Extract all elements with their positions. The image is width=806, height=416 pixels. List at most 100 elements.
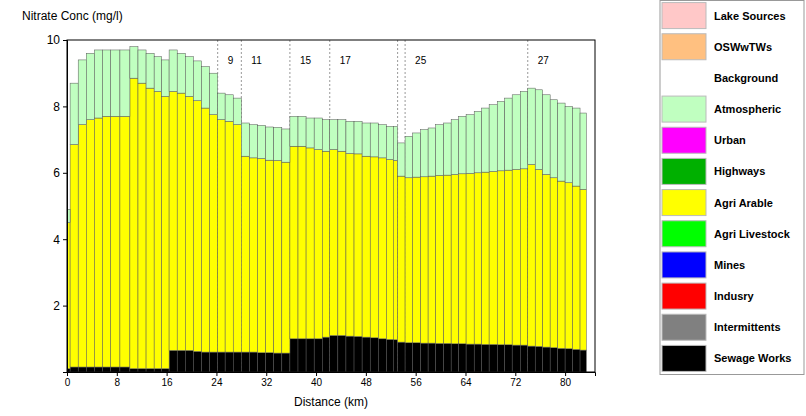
- bar-segment: [520, 91, 527, 168]
- bar-segment: [298, 116, 306, 117]
- bar-segment: [233, 352, 241, 372]
- bar-segment: [505, 98, 512, 99]
- bar-segment: [421, 130, 428, 177]
- bar-segment: [573, 186, 580, 349]
- bar-segment: [436, 175, 444, 343]
- bar-segment: [497, 101, 504, 170]
- legend-box: [660, 1, 804, 375]
- plot-frame: [67, 40, 595, 372]
- tick-mark: [167, 372, 168, 376]
- bar-segment: [482, 172, 489, 344]
- plot-area: [67, 40, 586, 372]
- bar-segment: [138, 49, 146, 50]
- bar-segment: [249, 125, 257, 158]
- bar-segment: [497, 101, 504, 102]
- bar-segment: [428, 128, 435, 176]
- bar-segment: [218, 93, 225, 94]
- bar-segment: [86, 367, 94, 372]
- bar-segment: [249, 124, 257, 125]
- bar-segment: [459, 116, 466, 117]
- bar-segment: [543, 94, 550, 95]
- bar-segment: [362, 123, 370, 156]
- bar-segment: [249, 352, 257, 372]
- bar-segment: [201, 66, 209, 67]
- bar-segment: [497, 171, 504, 345]
- bar-segment: [322, 337, 329, 372]
- bar-segment: [338, 119, 346, 120]
- bar-segment: [580, 113, 586, 114]
- bar-segment: [482, 108, 489, 172]
- bar-segment: [233, 98, 241, 125]
- tick-mark: [63, 239, 67, 240]
- bar-segment: [177, 53, 185, 54]
- bar-segment: [249, 124, 257, 125]
- bar-segment: [436, 124, 444, 125]
- bar-segment: [346, 336, 354, 372]
- bar-segment: [413, 132, 421, 133]
- bar-segment: [338, 120, 346, 152]
- bar-segment: [346, 121, 354, 122]
- legend-swatch: [662, 3, 706, 29]
- tick-mark: [63, 40, 67, 41]
- bar-segment: [322, 119, 329, 120]
- bar-segment: [298, 146, 306, 339]
- bar-segment: [290, 116, 298, 117]
- bar-segment: [162, 59, 169, 60]
- bar-segment: [169, 49, 177, 50]
- bar-segment: [266, 353, 274, 372]
- legend-swatch: [662, 221, 706, 247]
- bar-segment: [444, 123, 451, 124]
- bar-segment: [258, 353, 266, 372]
- tick-label: 40: [311, 377, 323, 388]
- tick: 8: [115, 372, 121, 388]
- bar-segment: [405, 136, 412, 137]
- bar-segment: [185, 56, 193, 57]
- bar-segment: [274, 161, 282, 354]
- bar-segment: [428, 127, 435, 128]
- bar-segment: [177, 53, 185, 93]
- bar-segment: [210, 115, 218, 352]
- legend-label: Agri Arable: [714, 197, 773, 209]
- legend-swatch: [662, 314, 706, 340]
- bar-segment: [428, 127, 435, 128]
- tick-mark: [117, 372, 118, 376]
- bar-segment: [580, 113, 586, 189]
- bar-segment: [78, 59, 86, 60]
- bar-segment: [497, 101, 504, 102]
- bar-segment: [398, 342, 405, 372]
- bar-segment: [386, 126, 393, 127]
- bar-segment: [193, 60, 201, 61]
- x-axis-title: Distance (km): [294, 395, 368, 409]
- bar-segment: [550, 100, 557, 178]
- bar-segment: [370, 123, 378, 124]
- bar-segment: [70, 83, 78, 144]
- bar-segment: [130, 46, 138, 47]
- bar-segment: [162, 96, 169, 368]
- bar-segment: [370, 123, 378, 157]
- bar-segment: [282, 162, 290, 353]
- bar-segment: [233, 125, 241, 352]
- legend-label: Mines: [714, 259, 745, 271]
- bar-segment: [154, 56, 161, 57]
- bar-segment: [130, 78, 138, 369]
- bar-segment: [474, 111, 481, 112]
- bar-segment: [459, 116, 466, 117]
- bar-segment: [550, 178, 557, 348]
- bar-segment: [258, 125, 266, 126]
- bar-segment: [314, 118, 322, 119]
- bar-segment: [120, 367, 130, 372]
- bar-segment: [421, 343, 428, 372]
- tick-label: 4: [53, 233, 60, 247]
- bar-segment: [274, 127, 282, 128]
- legend-swatch: [662, 158, 706, 184]
- bar-segment: [225, 94, 233, 95]
- bar-segment: [169, 50, 177, 92]
- tick: 72: [510, 372, 522, 388]
- bar-segment: [225, 95, 233, 122]
- bar-segment: [70, 367, 78, 372]
- bar-segment: [558, 348, 565, 372]
- annotation-label: 9: [228, 55, 234, 66]
- bar-segment: [565, 106, 572, 107]
- bar-segment: [474, 344, 481, 372]
- bar-segment: [120, 50, 130, 116]
